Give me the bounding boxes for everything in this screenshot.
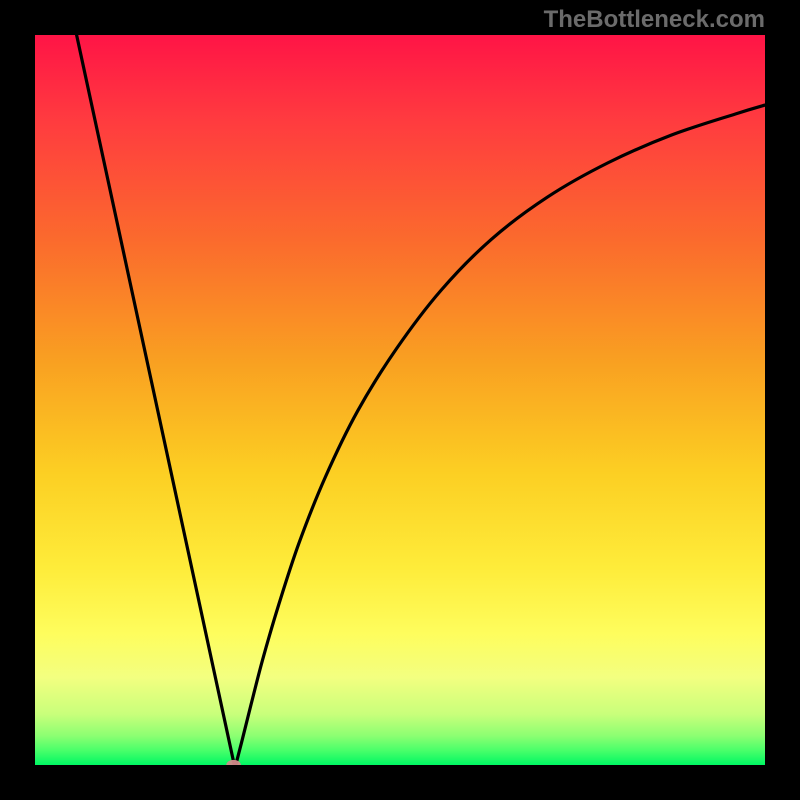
curve-right-branch: [236, 105, 765, 765]
bottleneck-marker: [226, 760, 241, 765]
curve-layer: [35, 35, 765, 765]
watermark-text: TheBottleneck.com: [544, 6, 765, 34]
chart-frame: TheBottleneck.com: [0, 0, 800, 800]
plot-area: [35, 35, 765, 765]
curve-left-branch: [77, 35, 235, 765]
